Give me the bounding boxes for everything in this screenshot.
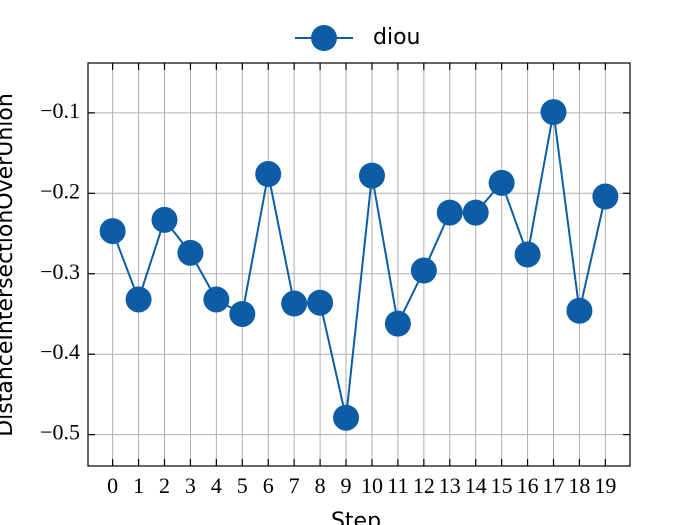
data-point bbox=[255, 161, 282, 188]
y-tick-label: −0.1 bbox=[40, 98, 80, 123]
data-point bbox=[177, 239, 204, 266]
x-tick-label: 12 bbox=[413, 473, 435, 498]
y-tick-label: −0.3 bbox=[40, 259, 80, 284]
data-point bbox=[229, 300, 256, 327]
x-tick-label: 16 bbox=[517, 473, 539, 498]
data-point bbox=[384, 310, 411, 337]
data-point bbox=[307, 289, 334, 316]
data-point bbox=[436, 199, 463, 226]
x-tick-label: 8 bbox=[315, 473, 326, 498]
x-tick-label: 5 bbox=[237, 473, 248, 498]
data-point bbox=[358, 162, 385, 189]
data-point bbox=[566, 297, 593, 324]
data-point bbox=[592, 183, 619, 210]
x-tick-label: 9 bbox=[341, 473, 352, 498]
data-point bbox=[333, 404, 360, 431]
legend-marker bbox=[311, 25, 337, 51]
x-tick-label: 1 bbox=[133, 473, 144, 498]
y-tick-label: −0.5 bbox=[40, 420, 80, 445]
x-tick-label: 14 bbox=[465, 473, 487, 498]
plot-frame bbox=[87, 62, 631, 467]
y-axis-label: DistanceIntersectionOverUnion bbox=[0, 93, 18, 437]
x-tick-label: 4 bbox=[211, 473, 222, 498]
data-point bbox=[125, 286, 152, 313]
x-axis-label: Step bbox=[331, 509, 381, 525]
x-tick-label: 15 bbox=[491, 473, 513, 498]
y-tick-label: −0.2 bbox=[40, 178, 80, 203]
x-tick-label: 11 bbox=[387, 473, 408, 498]
y-tick-label: −0.4 bbox=[40, 339, 80, 364]
x-tick-label: 7 bbox=[289, 473, 300, 498]
x-tick-label: 10 bbox=[361, 473, 383, 498]
x-tick-label: 6 bbox=[263, 473, 274, 498]
x-tick-label: 0 bbox=[107, 473, 118, 498]
x-tick-label: 19 bbox=[594, 473, 616, 498]
data-point bbox=[281, 290, 308, 317]
data-point bbox=[151, 206, 178, 233]
x-tick-label: 2 bbox=[159, 473, 170, 498]
data-point bbox=[203, 286, 230, 313]
x-tick-label: 13 bbox=[439, 473, 461, 498]
x-tick-label: 17 bbox=[542, 473, 564, 498]
data-point bbox=[410, 257, 437, 284]
legend-label: diou bbox=[373, 25, 420, 50]
data-point bbox=[462, 199, 489, 226]
data-point bbox=[514, 241, 541, 268]
data-point bbox=[99, 218, 126, 245]
x-tick-label: 3 bbox=[185, 473, 196, 498]
x-tick-label: 18 bbox=[568, 473, 590, 498]
data-point bbox=[488, 169, 515, 196]
data-point bbox=[540, 99, 567, 126]
